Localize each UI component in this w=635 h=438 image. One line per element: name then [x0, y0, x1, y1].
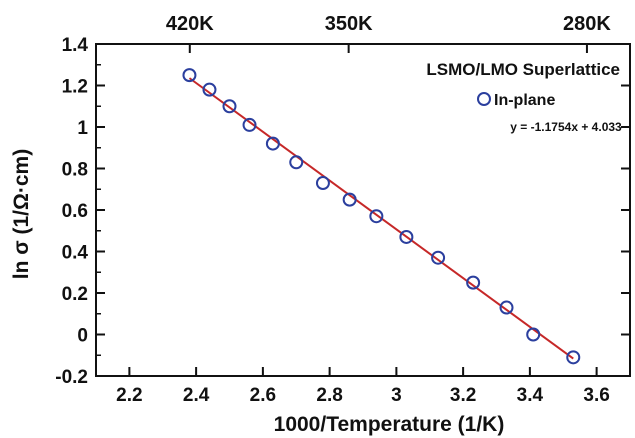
data-point: [526, 327, 541, 342]
data-point: [265, 136, 280, 151]
top-axis-label: 420K: [166, 13, 214, 35]
data-point: [566, 350, 581, 365]
legend-series-label: In-plane: [494, 92, 555, 109]
y-tick-label: 0.2: [62, 284, 88, 305]
x-tick-label: 3.4: [517, 385, 544, 406]
data-point: [222, 99, 237, 114]
data-point: [431, 250, 446, 265]
data-point: [399, 229, 414, 244]
y-tick-label: 0.4: [62, 243, 89, 264]
x-tick-label: 2.4: [183, 385, 210, 406]
data-point: [369, 209, 384, 224]
legend-title: LSMO/LMO Superlattice: [426, 60, 620, 79]
x-tick-label: 2.6: [250, 385, 276, 406]
x-axis-label: 1000/Temperature (1/K): [274, 413, 505, 436]
data-point: [202, 82, 217, 97]
legend: LSMO/LMO Superlattice In-plane y = -1.17…: [426, 60, 622, 134]
x-tick-label: 3.2: [450, 385, 476, 406]
data-point: [315, 176, 330, 191]
fit-equation: y = -1.1754x + 4.033: [510, 120, 622, 134]
x-tick-label: 3.6: [583, 385, 609, 406]
top-axis-label: 280K: [563, 13, 611, 35]
y-tick-label: 1.2: [62, 77, 88, 98]
y-axis-label: ln σ (1/Ω·cm): [10, 149, 33, 279]
y-tick-label: 1: [77, 118, 88, 139]
axis-ticks: 2.2 2.4 2.6 2.8 3 3.2 3.4 3.6 -0.2 0 0.2 0.4 0.6 0.8 1…: [55, 13, 630, 406]
y-tick-label: 0.8: [62, 160, 88, 181]
y-tick-label: 0: [77, 326, 88, 347]
data-point: [342, 192, 357, 207]
x-tick-label: 2.8: [316, 385, 342, 406]
x-tick-label: 2.2: [116, 385, 142, 406]
y-tick-label: -0.2: [55, 367, 88, 388]
data-point: [242, 117, 257, 132]
legend-marker-icon: [477, 92, 491, 106]
data-points: [182, 68, 581, 365]
y-tick-label: 1.4: [62, 35, 89, 56]
x-tick-label: 3: [391, 385, 402, 406]
data-point: [466, 275, 481, 290]
data-point: [182, 68, 197, 83]
top-axis-label: 350K: [325, 13, 373, 35]
data-point: [289, 155, 304, 170]
data-point: [499, 300, 514, 315]
y-tick-label: 0.6: [62, 201, 88, 222]
